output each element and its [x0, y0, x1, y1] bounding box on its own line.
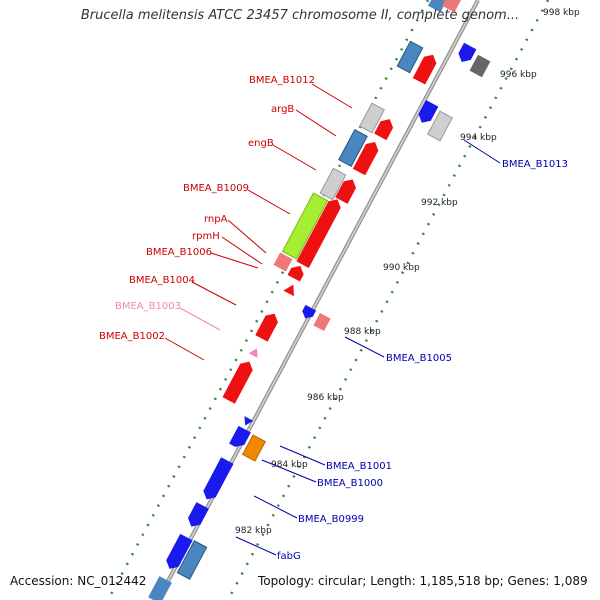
gene-label: BMEA_B1001 — [326, 461, 392, 472]
gene-arrow[interactable] — [273, 252, 293, 272]
gene-arrow[interactable] — [248, 346, 262, 358]
tick-label: 988 kbp — [344, 327, 381, 337]
gene-label: rnpA — [204, 214, 228, 225]
gene-arrow[interactable] — [456, 42, 477, 65]
accession-label: Accession: NC_012442 — [10, 574, 147, 588]
gene-arrow[interactable] — [359, 102, 385, 134]
gene-arrow[interactable] — [241, 434, 267, 462]
gene-label: BMEA_B0999 — [298, 514, 364, 525]
gene-labels-right: BMEA_B1013 BMEA_B1005 BMEA_B1001 BMEA_B1… — [277, 159, 568, 562]
tick-labels: 998 kbp 996 kbp 994 kbp 992 kbp 990 kbp … — [235, 8, 580, 536]
gene-label: engB — [248, 138, 274, 149]
gene-arrow[interactable] — [428, 0, 448, 13]
tick-label: 990 kbp — [383, 263, 420, 273]
genes-right-strand — [241, 42, 491, 428]
tick-label: 992 kbp — [421, 198, 458, 208]
gene-arrow[interactable] — [427, 110, 453, 142]
gene-label: rpmH — [192, 231, 220, 242]
gene-arrow[interactable] — [283, 282, 298, 297]
genome-summary: Topology: circular; Length: 1,185,518 bp… — [258, 574, 588, 588]
tick-label: 994 kbp — [460, 133, 497, 143]
leader-lines-left — [164, 83, 353, 361]
gene-label: BMEA_B1009 — [183, 183, 249, 194]
tick-label: 984 kbp — [271, 460, 308, 470]
gene-arrow[interactable] — [300, 304, 317, 321]
gene-label: fabG — [277, 551, 301, 562]
gene-label: argB — [271, 104, 294, 115]
gene-arrow[interactable] — [222, 358, 255, 404]
tick-label: 996 kbp — [500, 70, 537, 80]
gene-label: BMEA_B1003 — [115, 301, 181, 312]
map-title: Brucella melitensis ATCC 23457 chromosom… — [80, 8, 520, 23]
gene-arrow[interactable] — [396, 40, 424, 74]
gene-label: BMEA_B1000 — [317, 478, 383, 489]
gene-arrow[interactable] — [335, 176, 359, 204]
gene-labels-left: BMEA_B1012 argB engB BMEA_B1009 rnpA rpm… — [99, 75, 315, 342]
gene-arrow[interactable] — [148, 576, 172, 600]
gene-arrow[interactable] — [412, 51, 439, 85]
gene-label: BMEA_B1005 — [386, 353, 452, 364]
gene-arrow[interactable] — [287, 263, 307, 282]
ruler-outer — [226, 0, 550, 600]
tick-label: 986 kbp — [307, 393, 344, 403]
gene-arrow[interactable] — [442, 0, 462, 13]
gene-label: BMEA_B1013 — [502, 159, 568, 170]
gene-arrow[interactable] — [338, 129, 368, 167]
backbone — [145, 0, 491, 600]
gene-label: BMEA_B1006 — [146, 247, 212, 258]
gene-arrow[interactable] — [374, 116, 396, 141]
gene-arrow[interactable] — [416, 100, 439, 126]
gene-label: BMEA_B1004 — [129, 275, 195, 286]
gene-arrow[interactable] — [241, 416, 254, 428]
gene-arrow[interactable] — [229, 425, 251, 450]
genes-left-strand — [148, 0, 462, 600]
gene-arrow[interactable] — [281, 192, 329, 260]
gene-arrow[interactable] — [352, 139, 381, 176]
gene-arrow[interactable] — [255, 310, 281, 342]
gene-arrow[interactable] — [313, 313, 331, 331]
gene-label: BMEA_B1002 — [99, 331, 165, 342]
gene-arrow[interactable] — [163, 533, 193, 572]
gene-arrow[interactable] — [296, 196, 343, 268]
gene-arrow[interactable] — [176, 540, 208, 580]
gene-arrow[interactable] — [469, 54, 491, 78]
gene-arrow[interactable] — [319, 167, 347, 201]
gene-arrow[interactable] — [200, 457, 234, 502]
ruler-inner — [106, 0, 430, 600]
gene-label: BMEA_B1012 — [249, 75, 315, 86]
leader-lines-right — [235, 139, 501, 556]
gene-arrow[interactable] — [185, 502, 209, 530]
tick-label: 998 kbp — [543, 8, 580, 18]
tick-label: 982 kbp — [235, 526, 272, 536]
